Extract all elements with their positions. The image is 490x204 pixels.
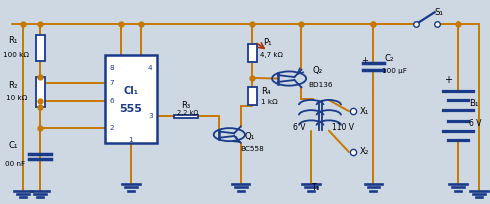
Text: C₂: C₂ bbox=[384, 54, 393, 63]
Text: 1: 1 bbox=[128, 137, 133, 143]
Text: R₁: R₁ bbox=[8, 36, 18, 45]
Text: 4,7 kΩ: 4,7 kΩ bbox=[260, 52, 283, 58]
Bar bbox=[36, 35, 45, 61]
Text: 6: 6 bbox=[109, 98, 114, 104]
Text: 3: 3 bbox=[148, 113, 152, 120]
Text: R₄: R₄ bbox=[261, 87, 270, 96]
Text: T₁: T₁ bbox=[311, 183, 319, 192]
Text: 00 nF: 00 nF bbox=[5, 161, 25, 167]
Text: S₁: S₁ bbox=[435, 8, 443, 17]
Text: 7: 7 bbox=[109, 80, 114, 86]
Text: P₁: P₁ bbox=[263, 38, 272, 47]
Text: R₂: R₂ bbox=[8, 81, 18, 90]
Text: B₁: B₁ bbox=[469, 99, 478, 108]
Bar bbox=[36, 76, 45, 107]
Text: 2,2 kΩ: 2,2 kΩ bbox=[177, 110, 199, 116]
Bar bbox=[248, 44, 257, 62]
Bar bbox=[248, 87, 257, 105]
Bar bbox=[105, 55, 157, 143]
Bar bbox=[174, 115, 198, 118]
Text: 4: 4 bbox=[148, 65, 152, 71]
Text: 2: 2 bbox=[109, 125, 114, 131]
Text: Q₁: Q₁ bbox=[244, 132, 254, 141]
Text: 10 kΩ: 10 kΩ bbox=[6, 95, 27, 101]
Text: 1 kΩ: 1 kΩ bbox=[261, 99, 278, 105]
Text: 8: 8 bbox=[109, 65, 114, 71]
Text: 100 μF: 100 μF bbox=[382, 68, 407, 74]
Text: 6 V: 6 V bbox=[293, 123, 305, 132]
Text: C₁: C₁ bbox=[8, 141, 18, 150]
Text: +: + bbox=[444, 74, 452, 85]
Text: 555: 555 bbox=[120, 104, 143, 114]
Text: BC558: BC558 bbox=[240, 146, 264, 152]
Text: X₂: X₂ bbox=[360, 147, 369, 156]
Text: CI₁: CI₁ bbox=[123, 86, 139, 96]
Text: BD136: BD136 bbox=[309, 82, 333, 88]
Text: 6 V: 6 V bbox=[469, 119, 482, 128]
Text: +: + bbox=[361, 56, 368, 65]
Text: 110 V: 110 V bbox=[333, 123, 354, 132]
Text: R₃: R₃ bbox=[181, 101, 191, 110]
Bar bbox=[415, 22, 438, 27]
Text: 100 kΩ: 100 kΩ bbox=[3, 52, 29, 58]
Text: X₁: X₁ bbox=[360, 107, 369, 116]
Text: Q₂: Q₂ bbox=[313, 66, 323, 75]
